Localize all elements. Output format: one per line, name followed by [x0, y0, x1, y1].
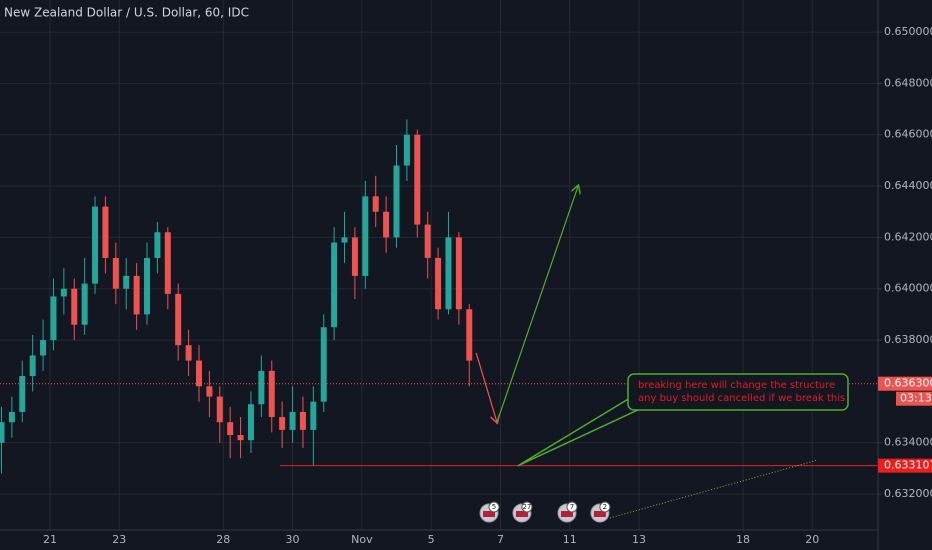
- candle-body: [29, 355, 36, 377]
- candle-body: [195, 360, 202, 387]
- y-tick-label: 0.650000: [884, 25, 932, 38]
- candle-body: [466, 309, 473, 361]
- trend-arrow: [496, 186, 578, 423]
- candle-body: [144, 257, 151, 315]
- level-tag: [878, 458, 932, 473]
- chart-title: New Zealand Dollar / U.S. Dollar, 60, ID…: [4, 6, 249, 20]
- x-tick-label: 30: [286, 533, 300, 546]
- candle-body: [164, 232, 171, 294]
- callout-text: any buy should cancelled if we break thi…: [638, 393, 845, 404]
- y-tick-label: 0.634000: [884, 436, 932, 449]
- level-label: 0.633107: [884, 459, 932, 472]
- candle-body: [19, 376, 26, 412]
- countdown-label: 03:13: [900, 392, 932, 405]
- candle-body: [81, 283, 88, 325]
- candle-body: [414, 134, 421, 225]
- x-tick-label: 5: [428, 533, 435, 546]
- x-tick-label: 7: [497, 533, 504, 546]
- candle-body: [237, 435, 244, 441]
- event-flag: [560, 511, 573, 517]
- x-tick-label: 28: [216, 533, 230, 546]
- y-tick-label: 0.642000: [884, 230, 932, 243]
- x-tick-label: 20: [805, 533, 819, 546]
- event-badge: [566, 501, 578, 513]
- candle-body: [372, 196, 379, 212]
- event-count: 7: [570, 503, 574, 511]
- event-flag: [593, 511, 606, 517]
- candle-body: [279, 417, 286, 430]
- candle-body: [341, 237, 348, 243]
- callout-pointer: [517, 397, 643, 467]
- y-tick-label: 0.640000: [884, 282, 932, 295]
- callout-text: breaking here will change the structure: [638, 380, 835, 391]
- candle-body: [258, 370, 265, 405]
- y-tick-label: 0.638000: [884, 333, 932, 346]
- candle-body: [154, 232, 161, 258]
- candle-body: [393, 165, 400, 238]
- event-count: 5: [492, 503, 496, 511]
- candle-body: [175, 293, 182, 346]
- candle-body: [60, 288, 67, 297]
- axes: 0.632000 0.634000 0.638000 0.640000 0.642000…: [43, 25, 932, 546]
- y-tick-label: 0.644000: [884, 179, 932, 192]
- candle-body: [403, 134, 410, 166]
- candle-body: [331, 242, 338, 328]
- y-tick-label: 0.648000: [884, 76, 932, 89]
- x-tick-label: 13: [632, 533, 646, 546]
- callout-box: [627, 373, 849, 411]
- candle-body: [320, 327, 327, 402]
- candle-body: [112, 257, 119, 289]
- event-flag: [483, 511, 496, 517]
- candle-body: [206, 386, 213, 397]
- candle-body: [299, 411, 306, 430]
- candle-body: [123, 275, 130, 289]
- y-tick-label: 0.632000: [884, 487, 932, 500]
- x-tick-label: Nov: [351, 533, 373, 546]
- candle-body: [424, 224, 431, 258]
- candle-body: [133, 275, 140, 315]
- candle-body: [50, 296, 57, 341]
- candle-body: [455, 237, 462, 310]
- candle-body: [310, 401, 317, 430]
- event-count: 27: [522, 503, 531, 511]
- candle-body: [0, 422, 5, 443]
- candle-body: [247, 404, 254, 441]
- candle-body: [8, 411, 15, 423]
- grid: [0, 0, 878, 530]
- current-price-tag: [878, 376, 932, 391]
- current-price-label: 0.636300: [884, 377, 932, 390]
- event-badge: [599, 501, 611, 513]
- x-tick-label: 23: [112, 533, 126, 546]
- y-tick-label: 0.646000: [884, 128, 932, 141]
- event-flag: [515, 511, 528, 517]
- candle-body: [102, 206, 109, 258]
- x-tick-label: 18: [736, 533, 750, 546]
- event-badge: [521, 501, 533, 513]
- plot: breaking here will change the structure a…: [0, 119, 878, 523]
- event-count: 2: [603, 503, 607, 511]
- x-tick-label: 11: [563, 533, 577, 546]
- candle-body: [383, 211, 390, 238]
- candle-body: [40, 340, 47, 356]
- candle-body: [268, 370, 275, 418]
- candle-body: [227, 422, 234, 436]
- candle-body: [435, 257, 442, 310]
- candle-body: [445, 237, 452, 310]
- candle-body: [289, 411, 296, 430]
- candle-body: [351, 237, 358, 276]
- event-badge: [488, 501, 500, 513]
- candle-body: [71, 288, 78, 325]
- candle-body: [92, 206, 99, 284]
- candle-body: [185, 345, 192, 361]
- countdown-tag: [896, 391, 932, 406]
- candle-body: [216, 396, 223, 423]
- candle-body: [362, 196, 369, 276]
- trend-arrow: [475, 352, 497, 422]
- x-tick-label: 21: [43, 533, 57, 546]
